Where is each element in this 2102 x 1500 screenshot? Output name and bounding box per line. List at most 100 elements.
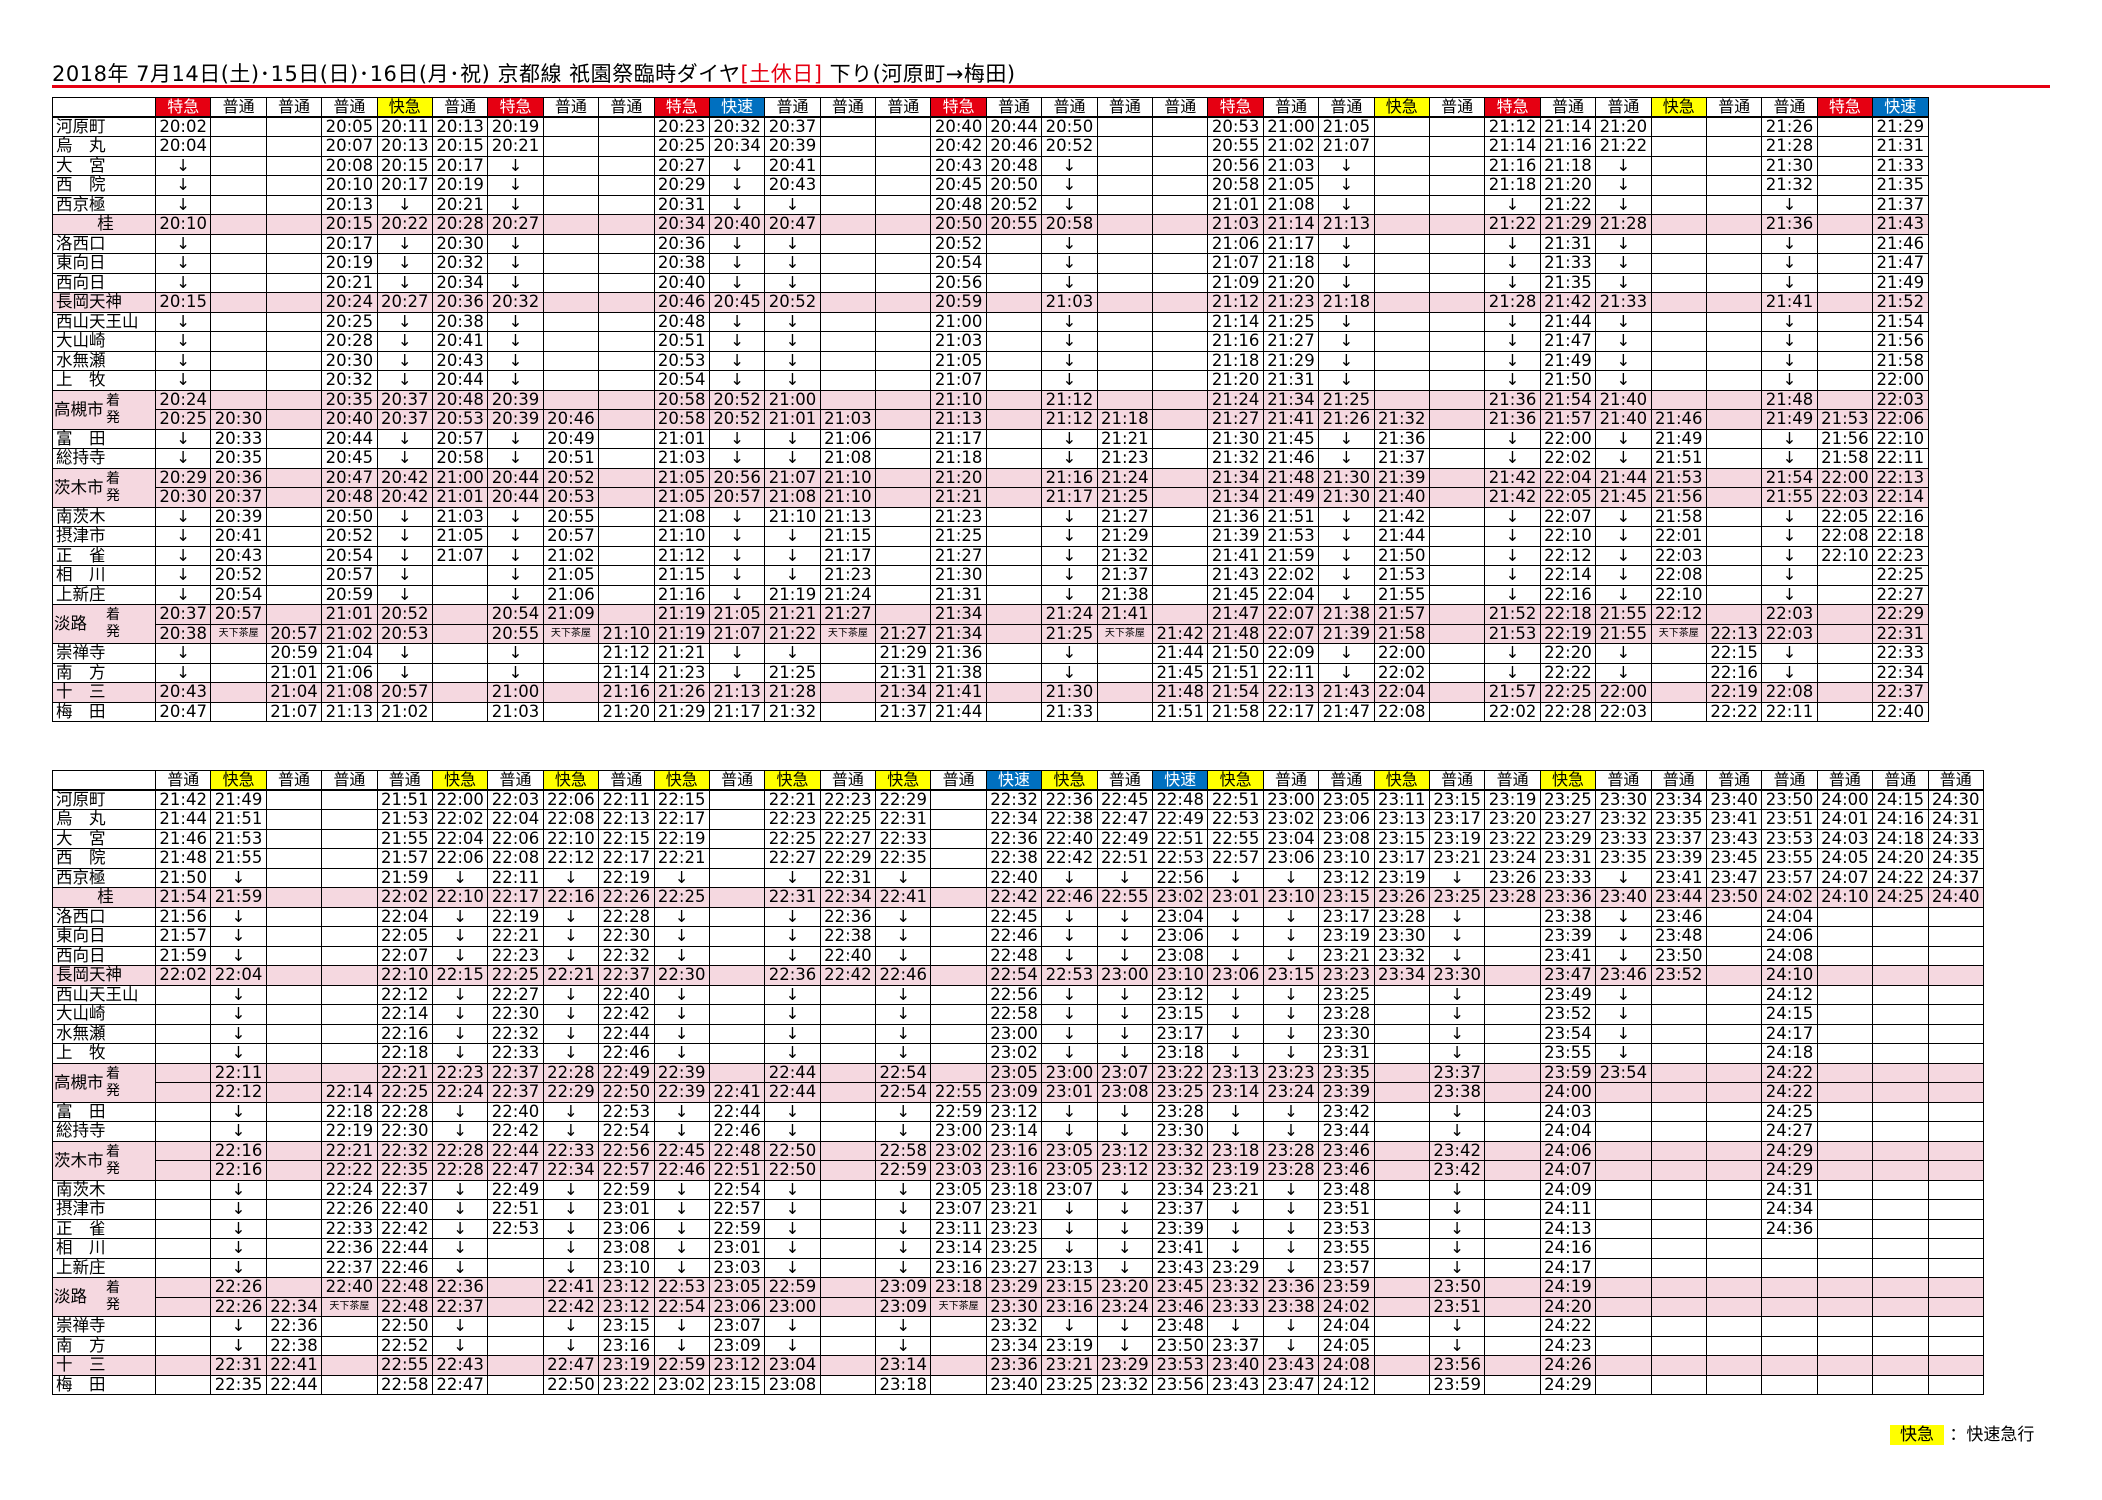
time-cell: [265, 292, 323, 313]
train-type-header: 普通: [1262, 97, 1320, 118]
train-type-header: 快急: [376, 97, 433, 118]
time-cell: [265, 175, 323, 196]
time-cell: 24:29: [1539, 1374, 1597, 1395]
time-cell: [1595, 1218, 1652, 1239]
time-cell: 24:06: [1539, 1140, 1597, 1161]
time-cell: 23:52: [1650, 965, 1707, 986]
time-cell: 21:10: [653, 526, 710, 547]
time-cell: [265, 370, 323, 391]
time-cell: 22:05: [1816, 506, 1874, 527]
time-cell: [1595, 1121, 1652, 1142]
time-cell: 22:40: [819, 945, 877, 966]
time-cell: 20:41: [210, 526, 267, 547]
time-cell: 22:14: [321, 1082, 378, 1103]
time-cell: 23:46: [1595, 965, 1652, 986]
time-cell: [265, 136, 323, 157]
time-cell: 21:02: [542, 545, 600, 566]
time-cell: [598, 409, 655, 430]
time-cell: 22:09: [1262, 643, 1320, 664]
arrive-label: 着: [106, 470, 120, 487]
time-cell: [1705, 1023, 1763, 1044]
pass-arrow: ↓: [1207, 1004, 1264, 1025]
time-cell: [1650, 1101, 1707, 1122]
train-type-header: 快急: [1041, 770, 1098, 791]
time-cell: [930, 789, 987, 810]
pass-arrow: ↓: [1484, 370, 1541, 391]
time-cell: 23:18: [930, 1277, 987, 1298]
time-cell: [1373, 292, 1430, 313]
time-cell: [1705, 906, 1763, 927]
time-cell: 21:36: [1484, 409, 1541, 430]
time-cell: 21:31: [1262, 370, 1320, 391]
time-cell: [598, 272, 655, 293]
pass-arrow: ↓: [1262, 1316, 1320, 1337]
train-type-header: 普通: [1761, 97, 1818, 118]
time-cell: 23:39: [1152, 1218, 1209, 1239]
time-cell: 22:23: [764, 809, 821, 830]
time-cell: 20:57: [265, 623, 323, 644]
time-cell: 21:22: [1539, 194, 1597, 215]
time-cell: 21:56: [1816, 428, 1874, 449]
time-cell: [265, 116, 323, 137]
time-cell: [819, 1179, 877, 1200]
time-cell: 22:06: [487, 828, 544, 849]
time-cell: 22:41: [708, 1082, 766, 1103]
time-cell: [1096, 233, 1154, 254]
time-cell: [598, 584, 655, 605]
time-cell: 23:06: [1207, 965, 1264, 986]
time-cell: [1816, 682, 1874, 703]
train-type-header: 普通: [265, 770, 323, 791]
time-cell: [1650, 311, 1707, 332]
time-cell: [1705, 116, 1763, 137]
station-name: 河原町: [52, 116, 156, 137]
time-cell: [930, 945, 987, 966]
pass-arrow: ↓: [764, 350, 821, 371]
pass-arrow: ↓: [1428, 1043, 1486, 1064]
time-cell: 22:44: [708, 1101, 766, 1122]
time-cell: 21:18: [1207, 350, 1264, 371]
pass-arrow: ↓: [764, 233, 821, 254]
time-cell: 21:57: [1373, 604, 1430, 625]
time-cell: [1650, 1277, 1707, 1298]
time-cell: 20:58: [653, 389, 710, 410]
pass-arrow: ↓: [542, 1121, 600, 1142]
pass-arrow: ↓: [431, 926, 489, 947]
time-cell: 22:22: [1539, 662, 1597, 683]
time-cell: 23:28: [1318, 1004, 1375, 1025]
time-cell: 21:51: [1650, 448, 1707, 469]
time-cell: [1872, 1335, 1929, 1356]
pass-arrow: ↓: [542, 1043, 600, 1064]
pass-arrow: ↓: [1595, 175, 1652, 196]
time-cell: [1872, 1218, 1929, 1239]
time-cell: 23:54: [1539, 1023, 1597, 1044]
time-cell: 21:33: [1041, 701, 1098, 722]
time-cell: 21:49: [1872, 272, 1929, 293]
time-cell: [1373, 1082, 1430, 1103]
time-cell: [1650, 292, 1707, 313]
time-cell: [1373, 136, 1430, 157]
time-cell: 20:56: [930, 272, 987, 293]
train-type-header: 普通: [1428, 770, 1486, 791]
station-row: 南 方 ↓ 21:01 21:06 ↓ ↓ 21:14 21:23 ↓ 21:25 21:31 21:…: [52, 662, 1929, 683]
train-type-header: 普通: [708, 770, 766, 791]
time-cell: [265, 487, 323, 508]
pass-arrow: ↓: [1041, 311, 1098, 332]
time-cell: [210, 175, 267, 196]
time-cell: [1484, 1023, 1541, 1044]
time-cell: 22:07: [1262, 623, 1320, 644]
time-cell: 22:21: [653, 848, 710, 869]
time-cell: [1816, 1043, 1874, 1064]
time-cell: [1595, 1374, 1652, 1395]
pass-arrow: ↓: [1595, 448, 1652, 469]
time-cell: 23:19: [1041, 1335, 1098, 1356]
pass-arrow: ↓: [1484, 526, 1541, 547]
time-cell: 22:45: [1096, 789, 1154, 810]
time-cell: 23:04: [764, 1355, 821, 1376]
time-cell: 23:15: [1262, 965, 1320, 986]
time-cell: [1816, 1179, 1874, 1200]
time-cell: [930, 1374, 987, 1395]
time-cell: [265, 272, 323, 293]
time-cell: 23:19: [1373, 867, 1430, 888]
time-cell: 23:06: [598, 1218, 655, 1239]
time-cell: 21:05: [1318, 116, 1375, 137]
